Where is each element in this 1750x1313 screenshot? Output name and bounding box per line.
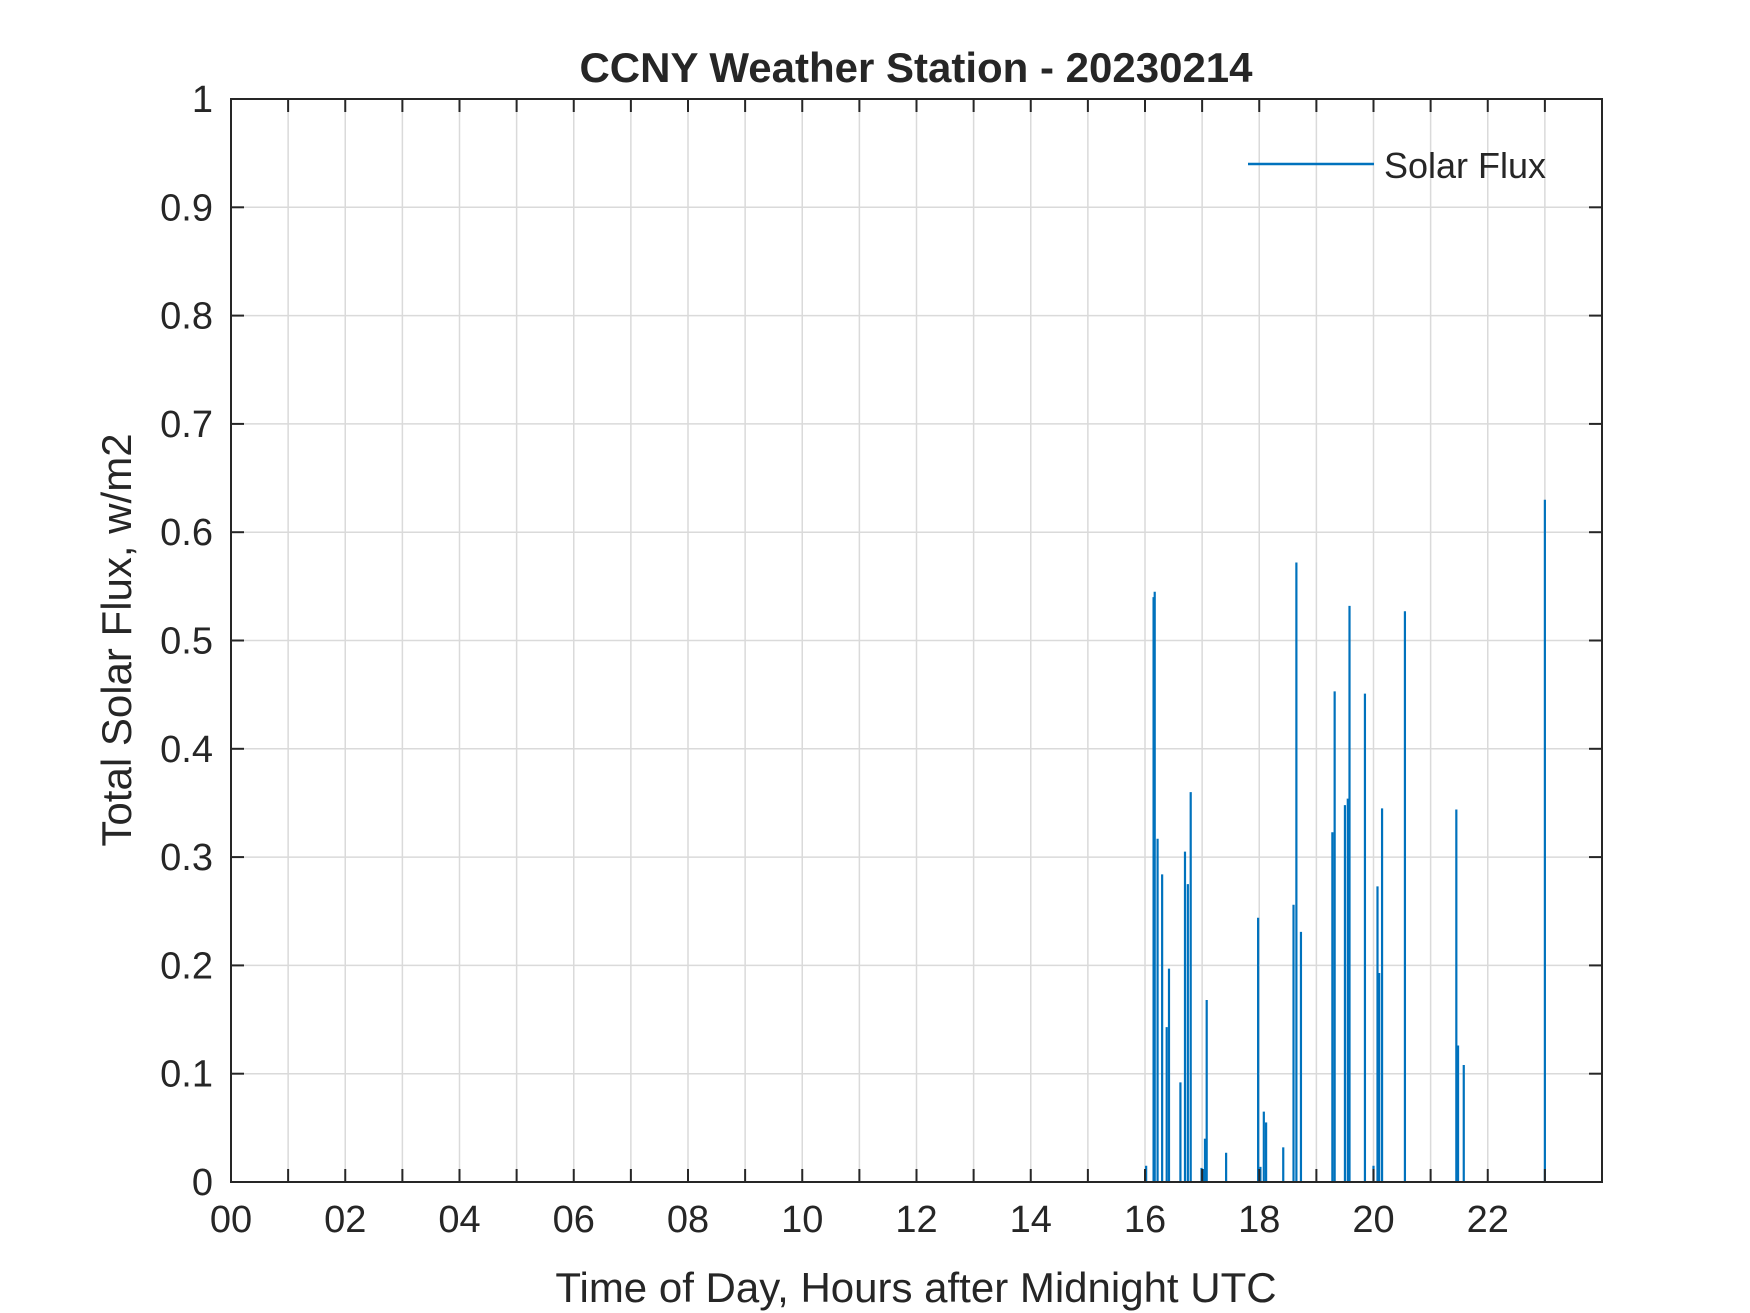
y-tick-label: 0.1 xyxy=(160,1054,213,1096)
x-tick-label: 20 xyxy=(1352,1199,1394,1241)
y-tick-label: 0.7 xyxy=(160,404,213,446)
grid-lines xyxy=(231,99,1602,1182)
x-tick-label: 00 xyxy=(210,1199,252,1241)
y-tick-label: 0.2 xyxy=(160,945,213,987)
x-tick-label: 06 xyxy=(553,1199,595,1241)
legend-label-solar-flux: Solar Flux xyxy=(1384,145,1546,186)
y-tick-label: 0.8 xyxy=(160,296,213,338)
x-tick-label: 12 xyxy=(895,1199,937,1241)
x-tick-label: 22 xyxy=(1467,1199,1509,1241)
y-axis-label: Total Solar Flux, w/m2 xyxy=(93,433,140,846)
y-tick-labels: 0 0.1 0.2 0.3 0.4 0.5 0.6 0.7 0.8 0.9 1 xyxy=(160,79,213,1204)
tick-marks xyxy=(231,99,1602,1182)
y-tick-label: 0.4 xyxy=(160,729,213,771)
x-tick-labels: 00 02 04 06 08 10 12 14 16 18 20 22 xyxy=(210,1199,1509,1241)
chart-title: CCNY Weather Station - 20230214 xyxy=(579,44,1253,91)
x-tick-label: 08 xyxy=(667,1199,709,1241)
x-tick-label: 04 xyxy=(438,1199,480,1241)
x-axis-label: Time of Day, Hours after Midnight UTC xyxy=(555,1264,1276,1311)
x-tick-label: 14 xyxy=(1010,1199,1052,1241)
y-tick-label: 0 xyxy=(192,1162,213,1204)
y-tick-label: 0.3 xyxy=(160,837,213,879)
x-tick-label: 18 xyxy=(1238,1199,1280,1241)
solar-flux-series xyxy=(1145,499,1546,1182)
legend: Solar Flux xyxy=(1248,145,1546,186)
x-tick-label: 02 xyxy=(324,1199,366,1241)
x-tick-label: 16 xyxy=(1124,1199,1166,1241)
y-tick-label: 0.5 xyxy=(160,621,213,663)
y-tick-label: 0.9 xyxy=(160,187,213,229)
y-tick-label: 0.6 xyxy=(160,512,213,554)
x-tick-label: 10 xyxy=(781,1199,823,1241)
y-tick-label: 1 xyxy=(192,79,213,121)
